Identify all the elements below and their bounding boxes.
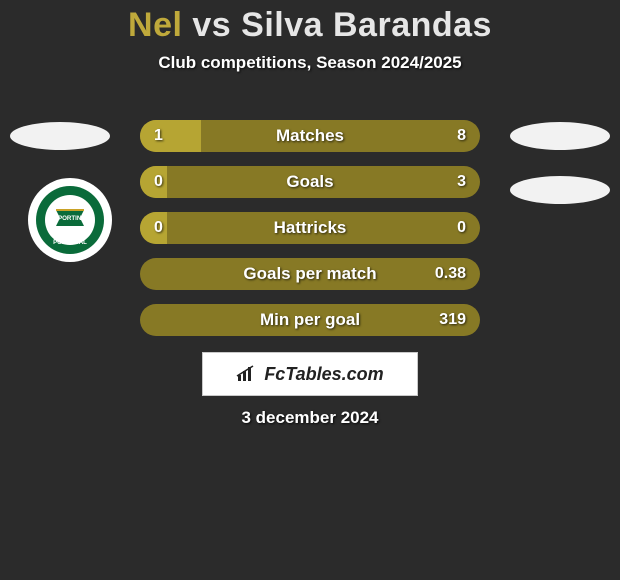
- page-title: Nel vs Silva Barandas Nel vs Silva Baran…: [0, 0, 620, 45]
- svg-text:SCP: SCP: [62, 195, 79, 204]
- date: 3 december 2024: [0, 408, 620, 428]
- stat-row-goals: 0Goals3: [140, 166, 480, 198]
- stat-row-goals-per-match: Goals per match0.38: [140, 258, 480, 290]
- svg-text:PORTUGAL: PORTUGAL: [53, 240, 87, 246]
- stat-label: Min per goal: [140, 304, 480, 336]
- stat-value-right: 8: [457, 120, 466, 152]
- stat-value-right: 0.38: [435, 258, 466, 290]
- player-photo-right: [510, 122, 610, 150]
- stat-row-min-per-goal: Min per goal319: [140, 304, 480, 336]
- stat-label: Goals per match: [140, 258, 480, 290]
- club-badge-left: SCP SPORTING PORTUGAL: [28, 178, 112, 262]
- stat-value-right: 3: [457, 166, 466, 198]
- comparison-bars: 1Matches80Goals30Hattricks0Goals per mat…: [140, 120, 480, 350]
- stat-value-right: 0: [457, 212, 466, 244]
- svg-text:SPORTING: SPORTING: [54, 215, 87, 222]
- stat-label: Goals: [140, 166, 480, 198]
- stat-row-matches: 1Matches8: [140, 120, 480, 152]
- brand-text: FcTables.com: [264, 364, 383, 385]
- stat-value-right: 319: [439, 304, 466, 336]
- club-badge-right: [510, 176, 610, 204]
- card: Nel vs Silva Barandas Nel vs Silva Baran…: [0, 0, 620, 440]
- sporting-icon: SCP SPORTING PORTUGAL: [34, 184, 106, 256]
- player-photo-left: [10, 122, 110, 150]
- brand-box[interactable]: FcTables.com: [202, 352, 418, 396]
- stat-label: Hattricks: [140, 212, 480, 244]
- stat-label: Matches: [140, 120, 480, 152]
- bars-icon: [236, 365, 258, 383]
- subtitle: Club competitions, Season 2024/2025: [0, 53, 620, 73]
- stat-row-hattricks: 0Hattricks0: [140, 212, 480, 244]
